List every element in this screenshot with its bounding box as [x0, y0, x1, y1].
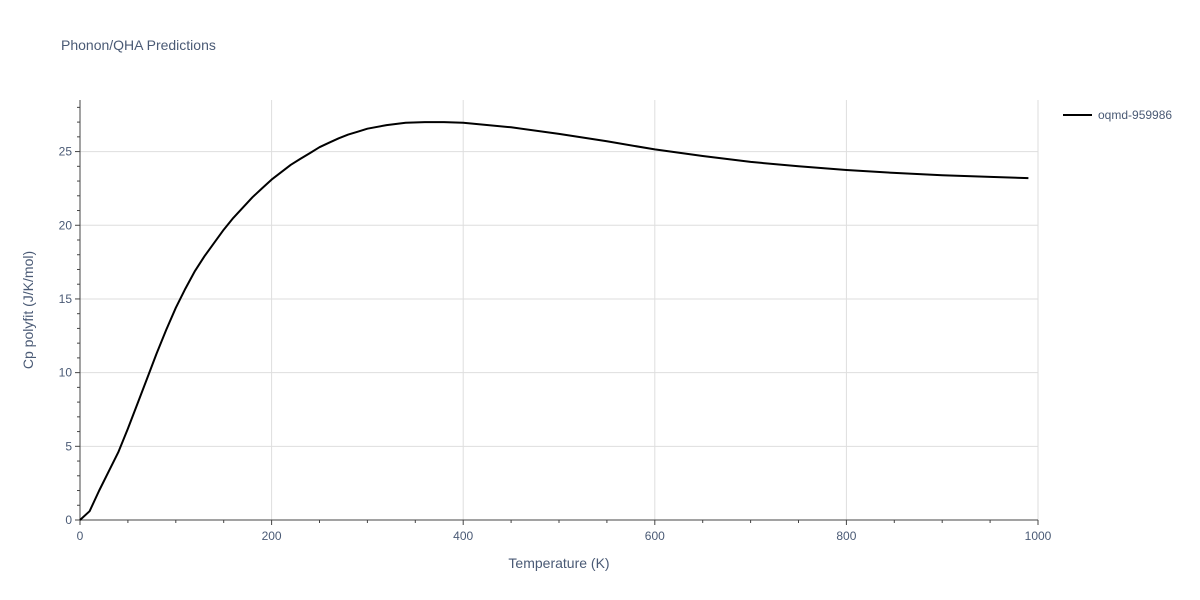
series-line — [79, 121, 1029, 521]
legend[interactable]: oqmd-959986 — [1063, 108, 1172, 122]
legend-label: oqmd-959986 — [1098, 108, 1172, 122]
x-tick-label: 400 — [453, 529, 473, 543]
x-tick-label: 1000 — [1025, 529, 1052, 543]
x-tick-label: 200 — [262, 529, 282, 543]
chart-title: Phonon/QHA Predictions — [61, 37, 216, 53]
y-tick-label: 15 — [59, 292, 73, 306]
x-tick-label: 600 — [645, 529, 665, 543]
y-tick-label: 5 — [65, 439, 72, 453]
axes — [75, 100, 1039, 525]
grid-lines — [80, 100, 1039, 520]
x-tick-label: 800 — [836, 529, 856, 543]
x-axis-title: Temperature (K) — [508, 555, 609, 571]
series-lines — [79, 121, 1029, 521]
y-tick-label: 25 — [59, 145, 73, 159]
x-tick-labels: 0 200 400 600 800 1000 — [77, 529, 1052, 543]
y-axis-title: Cp polyfit (J/K/mol) — [20, 251, 36, 369]
y-tick-label: 20 — [59, 218, 73, 232]
y-tick-label: 10 — [59, 366, 73, 380]
y-tick-labels: 0 5 10 15 20 25 — [59, 145, 73, 527]
x-tick-label: 0 — [77, 529, 84, 543]
y-tick-label: 0 — [65, 513, 72, 527]
